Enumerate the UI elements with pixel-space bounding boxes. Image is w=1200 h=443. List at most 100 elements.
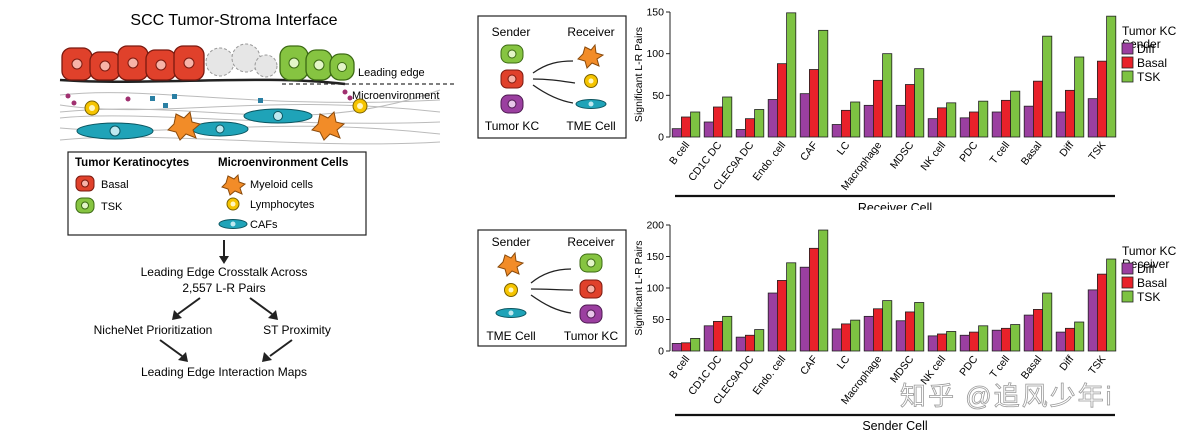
x-tick-label: CAF (798, 139, 820, 163)
bar-basal-pdc (968, 331, 979, 352)
bar-tsk-tsk (1106, 258, 1117, 352)
x-tick-label: Diff (1057, 353, 1076, 373)
bar-diff-cd1c-dc (703, 121, 714, 138)
x-tick-label: LC (835, 353, 853, 371)
bar-diff-caf (799, 266, 810, 352)
bar-tsk-clec9a-dc (754, 329, 765, 352)
bar-tsk-nk-cell (946, 102, 957, 138)
bar-basal-basal (1032, 309, 1043, 352)
legend-swatch-basal (1121, 56, 1134, 69)
bar-tsk-diff (1074, 56, 1085, 138)
legend-label-diff: Diff (1137, 262, 1155, 276)
legend-basal-icon (75, 175, 95, 192)
bar-diff-pdc (959, 117, 970, 138)
bar-diff-nk-cell (927, 335, 938, 352)
bar-basal-mdsc (904, 84, 915, 138)
bar-diff-macrophage (863, 315, 874, 352)
bar-tsk-endo-cell (786, 262, 797, 352)
lymphocyte-cell-icon (584, 74, 598, 88)
nichenet-label: NicheNet Prioritization (94, 323, 213, 337)
legend-swatch-basal (1121, 276, 1134, 289)
bar-tsk-basal (1042, 292, 1053, 352)
bar-diff-pdc (959, 334, 970, 352)
legend-swatch-diff (1121, 262, 1134, 275)
basal-cell-icon (579, 279, 603, 299)
dying-cell-layer (205, 43, 278, 78)
bar-tsk-diff (1074, 321, 1085, 352)
bar-diff-tsk (1087, 98, 1098, 138)
bar-tsk-mdsc (914, 302, 925, 352)
bar-basal-lc (840, 323, 851, 352)
bar-diff-endo-cell (767, 292, 778, 352)
bar-tsk-clec9a-dc (754, 109, 765, 138)
bar-tsk-t-cell (1010, 324, 1021, 352)
schematic-bottom-left-label: TME Cell (486, 329, 535, 343)
leading-edge-label: Leading edge (358, 67, 425, 79)
bar-basal-tsk (1096, 273, 1107, 352)
legend-swatch-tsk (1121, 290, 1134, 303)
legend-myeloid-label: Myeloid cells (250, 179, 313, 191)
legend-title: Tumor KC (1122, 244, 1177, 258)
bar-tsk-macrophage (882, 53, 893, 138)
legend-lymphocyte-icon (226, 197, 240, 211)
bar-diff-clec9a-dc (735, 336, 746, 352)
bar-basal-basal (1032, 80, 1043, 138)
bar-diff-clec9a-dc (735, 129, 746, 138)
bar-basal-cd1c-dc (713, 320, 724, 352)
legend-title: Receiver (1122, 257, 1169, 271)
bar-diff-diff (1055, 111, 1066, 138)
bar-tsk-cd1c-dc (722, 96, 733, 138)
bar-basal-endo-cell (776, 63, 787, 138)
bar-tsk-cd1c-dc (722, 315, 733, 352)
bar-diff-caf (799, 93, 810, 138)
diff-cell-icon (579, 304, 603, 324)
bar-diff-cd1c-dc (703, 325, 714, 352)
crosstalk-line1: Leading Edge Crosstalk Across (141, 265, 308, 279)
bar-diff-basal (1023, 314, 1034, 352)
left-panel: SCC Tumor-Stroma Interface Leading edge (59, 12, 455, 379)
legend-cafs-label: CAFs (250, 219, 278, 231)
cell-legend-box (67, 151, 367, 236)
x-axis-label: Receiver Cell (858, 201, 932, 210)
basal-cell-layer (61, 45, 205, 81)
flow-arrows (159, 240, 293, 362)
bar-basal-clec9a-dc (745, 334, 756, 352)
bar-diff-mdsc (895, 320, 906, 352)
bar-diff-endo-cell (767, 99, 778, 138)
x-tick-label: MDSC (888, 139, 917, 171)
legend-myeloid-icon (221, 173, 247, 196)
legend-title: Tumor KC (1122, 24, 1177, 38)
bar-tsk-basal (1042, 35, 1053, 138)
crosstalk-line2: 2,557 L-R Pairs (182, 281, 265, 295)
x-tick-label: Basal (1019, 139, 1045, 167)
x-tick-label: NK cell (918, 139, 948, 173)
legend-label-tsk: TSK (1137, 70, 1160, 84)
schematic-bottom-right-label: Tumor KC (564, 329, 619, 343)
x-tick-label: Diff (1057, 139, 1076, 159)
bar-tsk-nk-cell (946, 331, 957, 352)
bar-tsk-caf (818, 29, 829, 138)
bar-basal-b-cell (681, 342, 692, 352)
bar-diff-diff (1055, 331, 1066, 352)
bar-diff-t-cell (991, 111, 1002, 138)
bar-basal-lc (840, 109, 851, 138)
myeloid-cell-icon (497, 251, 525, 277)
tsk-cell-icon (579, 253, 603, 273)
bar-basal-cd1c-dc (713, 106, 724, 138)
y-tick-label: 100 (646, 48, 664, 60)
legend-lymphocytes-label: Lymphocytes (250, 199, 315, 211)
y-tick-label: 0 (658, 346, 664, 358)
bar-tsk-tsk (1106, 15, 1117, 138)
bar-tsk-macrophage (882, 300, 893, 352)
x-axis-label: Sender Cell (862, 419, 927, 433)
x-tick-label: B cell (667, 139, 692, 167)
bar-basal-diff (1064, 89, 1075, 138)
bar-basal-macrophage (872, 79, 883, 138)
caf-cell-icon (575, 99, 607, 109)
caf-cell-icon (495, 308, 527, 318)
x-tick-label: PDC (957, 353, 980, 378)
bar-basal-nk-cell (936, 333, 947, 352)
microenvironment-label: Microenvironment (352, 90, 439, 102)
